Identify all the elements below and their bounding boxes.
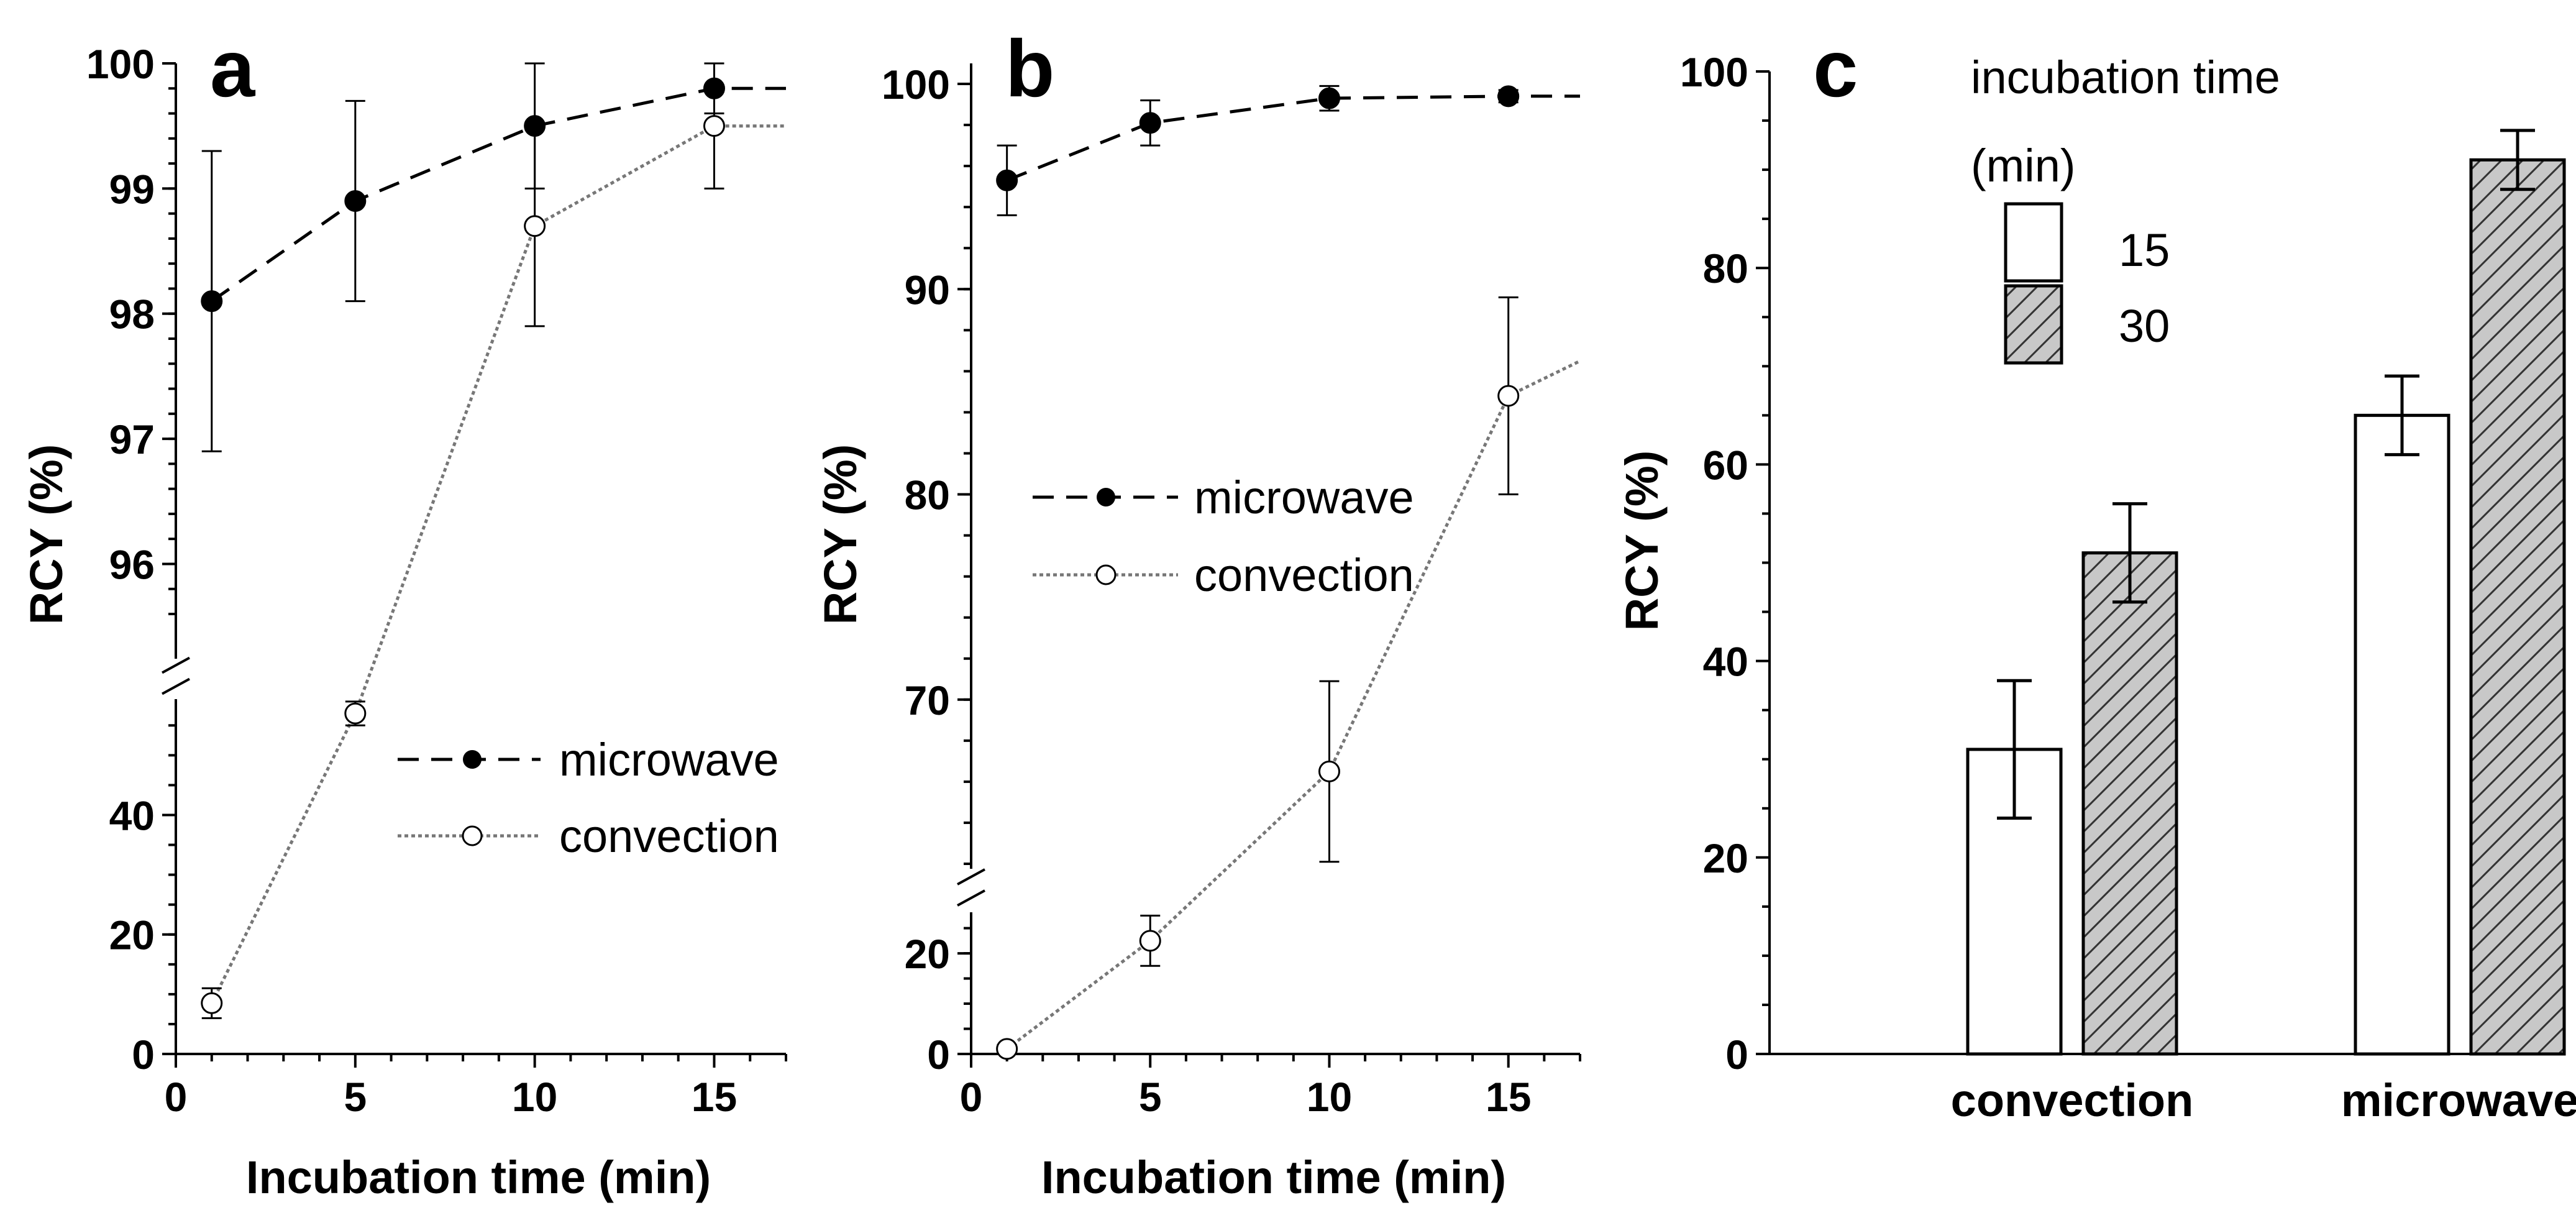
y-tick-label: 0: [132, 1032, 155, 1078]
x-tick-label: 0: [960, 1074, 983, 1120]
data-point-microwave: [1497, 85, 1520, 108]
data-point-convection: [996, 1038, 1018, 1060]
legend-microwave-marker: [1097, 488, 1115, 506]
data-point-convection: [1139, 930, 1161, 952]
data-point-microwave: [1318, 87, 1340, 109]
panel-a-letter: a: [210, 23, 256, 114]
panel-c-legend: incubation time (min) 15 30: [1971, 52, 2280, 365]
data-point-microwave: [344, 190, 367, 212]
y-tick-label: 100: [882, 62, 950, 108]
data-point-convection: [524, 215, 546, 237]
legend-convection-marker: [1095, 564, 1117, 585]
series-line-microwave: [1006, 94, 1580, 182]
category-label: convection: [1951, 1074, 2194, 1126]
panel-a-x-title: Incubation time (min): [246, 1152, 711, 1203]
panel-a: a 0 5 10 15 96 97 98 99 100 0 20 40 microwave conve…: [21, 23, 787, 1203]
bar-30-microwave: [2469, 158, 2566, 1056]
y-tick-label: 60: [1703, 442, 1748, 488]
x-tick-label: 15: [1486, 1074, 1531, 1120]
data-point-microwave: [201, 290, 223, 313]
legend-microwave-label: microwave: [559, 734, 779, 786]
legend-30-label: 30: [2119, 300, 2170, 352]
bar-30-convection: [2081, 551, 2178, 1056]
data-point-convection: [1318, 760, 1340, 782]
legend-microwave-label: microwave: [1194, 472, 1414, 523]
y-tick-label: 70: [905, 677, 950, 723]
y-tick-label: 96: [109, 541, 155, 587]
panel-a-y-title: RCY (%): [21, 444, 72, 625]
legend-convection-marker: [462, 825, 483, 846]
y-tick-label: 90: [905, 267, 950, 313]
bar-15-microwave: [2354, 413, 2450, 1056]
data-point-microwave: [1139, 112, 1161, 134]
panel-b-x-title: Incubation time (min): [1041, 1152, 1506, 1203]
series-line-microwave: [211, 86, 786, 303]
y-tick-label: 20: [905, 931, 950, 977]
y-tick-label: 20: [109, 912, 155, 958]
axis-break-mark: [162, 677, 190, 695]
y-tick-label: 0: [1725, 1032, 1748, 1078]
legend-convection-label: convection: [1194, 549, 1414, 601]
data-point-convection: [703, 115, 725, 137]
x-tick-label: 5: [344, 1074, 367, 1120]
data-point-convection: [344, 702, 367, 725]
panel-b-legend: microwave convection: [1033, 472, 1414, 601]
y-tick-label: 100: [86, 41, 155, 87]
y-tick-label: 97: [109, 416, 155, 462]
y-tick-label: 40: [1703, 639, 1748, 685]
panel-c: c 0 20 40 60 80 100 convection microwave incuba…: [1616, 23, 2576, 1126]
data-point-microwave: [996, 169, 1018, 191]
axis-break-mark: [957, 889, 985, 907]
y-tick-label: 98: [109, 291, 155, 337]
series-line-convection: [210, 124, 786, 1004]
panel-b-y-title: RCY (%): [815, 444, 866, 625]
category-label: microwave: [2341, 1074, 2576, 1126]
y-tick-label: 80: [1703, 245, 1748, 291]
panel-c-letter: c: [1813, 23, 1858, 114]
data-point-convection: [201, 992, 223, 1014]
legend-title-unit: (min): [1971, 140, 2076, 191]
y-tick-label: 0: [927, 1032, 950, 1078]
y-tick-label: 99: [109, 166, 155, 212]
legend-30-swatch: [2004, 284, 2063, 365]
panel-b: b 0 5 10 15 70 80 90 100 0 20 microwave convectio…: [815, 23, 1581, 1203]
panel-a-legend: microwave convection: [398, 734, 779, 862]
axis-break-mark: [957, 868, 985, 886]
y-tick-label: 40: [109, 792, 155, 838]
y-tick-label: 80: [905, 472, 950, 518]
series-line-convection: [1006, 359, 1581, 1050]
legend-title: incubation time: [1971, 52, 2280, 103]
legend-convection-label: convection: [559, 810, 779, 862]
x-tick-label: 10: [1307, 1074, 1352, 1120]
panel-c-y-title: RCY (%): [1616, 451, 1668, 631]
legend-microwave-marker: [463, 750, 482, 769]
x-tick-label: 15: [692, 1074, 737, 1120]
y-tick-label: 20: [1703, 835, 1748, 881]
axis-break-mark: [162, 656, 190, 674]
legend-15-label: 15: [2119, 224, 2170, 276]
x-tick-label: 5: [1139, 1074, 1162, 1120]
x-tick-label: 10: [512, 1074, 557, 1120]
data-point-convection: [1497, 385, 1520, 407]
panel-b-letter: b: [1005, 23, 1054, 114]
legend-15-swatch: [2004, 202, 2063, 283]
x-tick-label: 0: [165, 1074, 188, 1120]
y-tick-label: 100: [1680, 49, 1748, 95]
